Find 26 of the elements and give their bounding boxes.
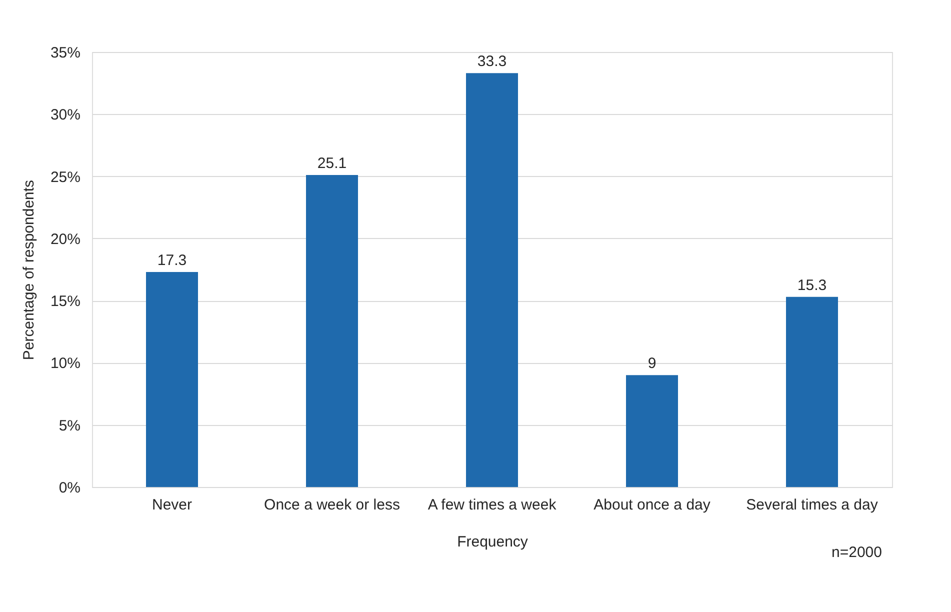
y-tick-label: 0% <box>58 480 80 496</box>
y-tick-label: 5% <box>58 417 80 434</box>
x-tick-label: A few times a week <box>428 496 557 514</box>
bar <box>306 175 358 487</box>
x-tick-label: Several times a day <box>746 496 878 514</box>
data-label: 33.3 <box>477 53 507 70</box>
data-label: 25.1 <box>317 155 347 172</box>
x-tick-label: About once a day <box>594 496 711 514</box>
data-label: 15.3 <box>797 276 827 294</box>
y-tick-label: 10% <box>50 355 80 372</box>
bar <box>146 272 198 487</box>
y-tick-label: 15% <box>50 293 80 310</box>
y-tick-label: 25% <box>50 168 80 186</box>
x-tick-label: Once a week or less <box>264 496 400 514</box>
y-tick-label: 35% <box>50 44 80 62</box>
y-tick-label: 20% <box>50 230 80 248</box>
text: n=2000 <box>832 544 882 561</box>
bar <box>786 296 838 487</box>
bar <box>626 375 678 487</box>
y-axis-title: Percentage of respondents <box>20 180 38 360</box>
x-tick-label: Never <box>152 496 192 514</box>
bar <box>466 73 518 487</box>
x-axis-title: Frequency <box>457 534 528 550</box>
data-label: 9 <box>648 355 656 372</box>
data-label: 17.3 <box>157 252 187 269</box>
y-tick-label: 30% <box>50 106 80 124</box>
